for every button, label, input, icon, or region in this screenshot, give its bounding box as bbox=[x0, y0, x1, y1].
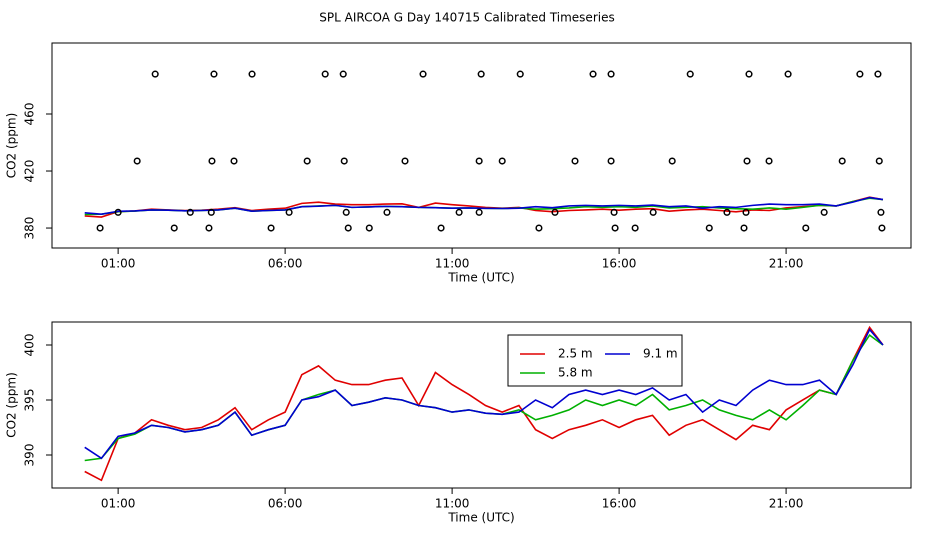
y-tick-label: 420 bbox=[23, 160, 37, 183]
point bbox=[401, 157, 409, 165]
point bbox=[455, 208, 463, 216]
point bbox=[668, 157, 676, 165]
point bbox=[365, 224, 373, 232]
y-axis-label: CO2 (ppm) bbox=[5, 372, 19, 438]
legend-label: 5.8 m bbox=[558, 366, 593, 380]
point bbox=[745, 70, 753, 78]
point bbox=[230, 157, 238, 165]
x-tick-label: 11:00 bbox=[435, 497, 470, 511]
x-tick-label: 06:00 bbox=[268, 257, 303, 271]
legend-label: 2.5 m bbox=[558, 347, 593, 361]
x-tick-label: 21:00 bbox=[769, 257, 804, 271]
point bbox=[170, 224, 178, 232]
point bbox=[344, 224, 352, 232]
x-tick-label: 01:00 bbox=[101, 497, 136, 511]
point bbox=[686, 70, 694, 78]
point bbox=[96, 224, 104, 232]
point bbox=[267, 224, 275, 232]
y-tick-label: 400 bbox=[23, 334, 37, 357]
y-tick-label: 395 bbox=[23, 389, 37, 412]
point bbox=[856, 70, 864, 78]
point bbox=[475, 157, 483, 165]
point bbox=[186, 208, 194, 216]
point bbox=[475, 208, 483, 216]
point bbox=[820, 208, 828, 216]
plot-frame bbox=[51, 42, 912, 249]
plot-frame bbox=[51, 321, 912, 489]
x-tick-label: 16:00 bbox=[602, 257, 637, 271]
point bbox=[419, 70, 427, 78]
x-tick-label: 11:00 bbox=[435, 257, 470, 271]
point bbox=[649, 208, 657, 216]
x-tick-label: 21:00 bbox=[769, 497, 804, 511]
figure-title: SPL AIRCOA G Day 140715 Calibrated Times… bbox=[319, 11, 614, 25]
point bbox=[535, 224, 543, 232]
series-line bbox=[84, 325, 884, 482]
point bbox=[210, 70, 218, 78]
point bbox=[875, 157, 883, 165]
point bbox=[874, 70, 882, 78]
point bbox=[878, 224, 886, 232]
point bbox=[705, 224, 713, 232]
point bbox=[611, 224, 619, 232]
point bbox=[610, 208, 618, 216]
point bbox=[742, 208, 750, 216]
point bbox=[339, 70, 347, 78]
point bbox=[877, 208, 885, 216]
point bbox=[516, 70, 524, 78]
point bbox=[607, 70, 615, 78]
point bbox=[477, 70, 485, 78]
point bbox=[498, 157, 506, 165]
point bbox=[607, 157, 615, 165]
point bbox=[723, 208, 731, 216]
point bbox=[802, 224, 810, 232]
point bbox=[765, 157, 773, 165]
x-tick-label: 06:00 bbox=[268, 497, 303, 511]
point bbox=[342, 208, 350, 216]
x-axis-label: Time (UTC) bbox=[447, 511, 514, 525]
point bbox=[285, 208, 293, 216]
x-tick-label: 16:00 bbox=[602, 497, 637, 511]
point bbox=[571, 157, 579, 165]
point bbox=[838, 157, 846, 165]
point bbox=[205, 224, 213, 232]
point bbox=[743, 157, 751, 165]
point bbox=[303, 157, 311, 165]
point bbox=[133, 157, 141, 165]
y-tick-label: 380 bbox=[23, 217, 37, 240]
series-line bbox=[84, 328, 884, 460]
point bbox=[207, 208, 215, 216]
point bbox=[248, 70, 256, 78]
point bbox=[151, 70, 159, 78]
point bbox=[631, 224, 639, 232]
point bbox=[551, 208, 559, 216]
x-axis-label: Time (UTC) bbox=[447, 271, 514, 285]
y-axis-label: CO2 (ppm) bbox=[5, 113, 19, 179]
point bbox=[784, 70, 792, 78]
y-tick-label: 460 bbox=[23, 103, 37, 126]
point bbox=[437, 224, 445, 232]
series-line bbox=[84, 196, 884, 216]
point bbox=[589, 70, 597, 78]
legend-box bbox=[507, 334, 683, 387]
point bbox=[340, 157, 348, 165]
point bbox=[383, 208, 391, 216]
x-tick-label: 01:00 bbox=[101, 257, 136, 271]
point bbox=[740, 224, 748, 232]
point bbox=[208, 157, 216, 165]
point bbox=[114, 208, 122, 216]
legend-label: 9.1 m bbox=[643, 347, 678, 361]
point bbox=[321, 70, 329, 78]
y-tick-label: 390 bbox=[23, 444, 37, 467]
